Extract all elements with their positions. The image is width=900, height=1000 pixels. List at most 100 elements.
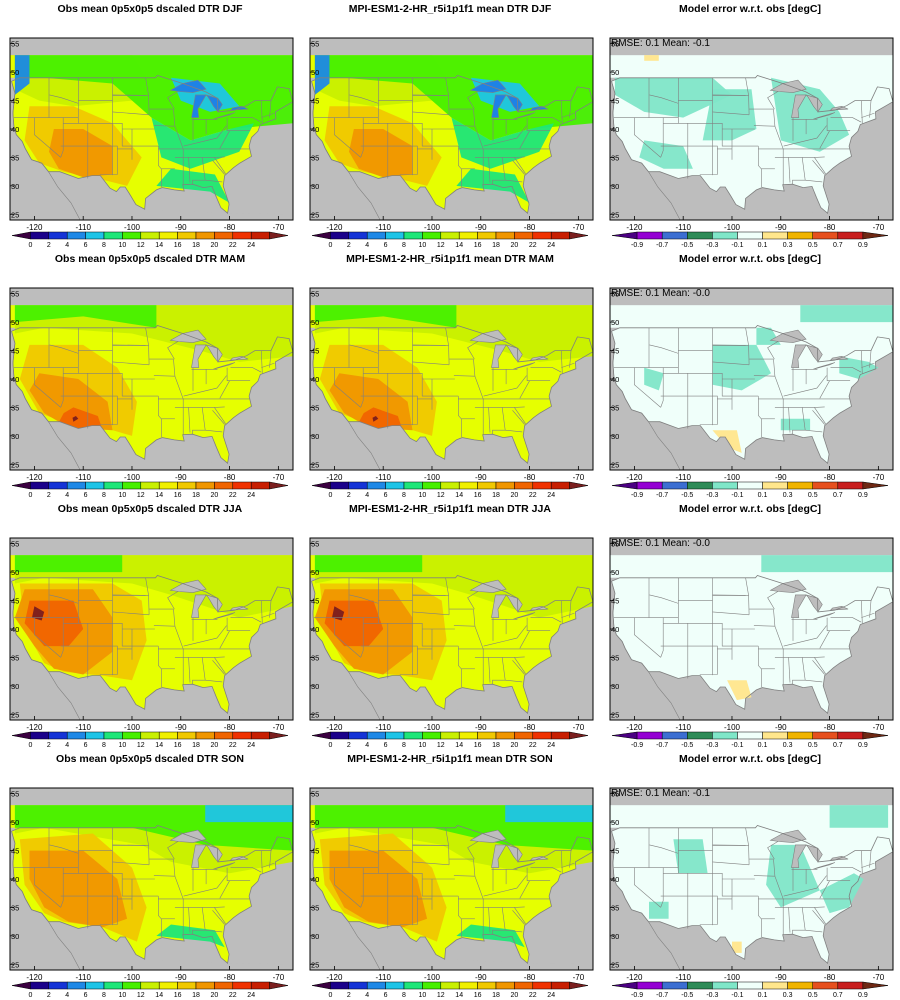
lat-tick-label: 25 (311, 210, 319, 219)
colorbar-segment (787, 731, 813, 740)
colorbar-label: 20 (511, 992, 519, 999)
state-border (805, 679, 823, 683)
colorbar-label: 10 (119, 242, 127, 249)
lon-tick-label: -80 (824, 223, 836, 232)
state-border (861, 362, 875, 368)
colorbar-label: 14 (155, 492, 163, 499)
lat-tick-label: 45 (611, 347, 619, 356)
state-border (167, 591, 178, 610)
field-region (727, 680, 752, 701)
state-border (812, 160, 825, 175)
colorbar-label: 12 (437, 742, 445, 749)
colorbar-label: -0.9 (631, 992, 643, 999)
state-border (773, 359, 784, 435)
field-region (358, 407, 403, 431)
colorbar-segment (66, 981, 86, 990)
state-border (649, 94, 679, 104)
state-border (467, 591, 478, 610)
state-border (660, 645, 732, 650)
mexico-nodata (10, 921, 293, 970)
lat-tick-label: 45 (11, 97, 19, 106)
colorbar-label: 22 (529, 242, 537, 249)
mexico-nodata (610, 171, 893, 220)
state-border (349, 344, 379, 354)
colorbar-high-arrow (569, 731, 589, 740)
lon-tick-label: -100 (124, 473, 141, 482)
colorbar-segment (514, 981, 534, 990)
state-border (526, 867, 551, 881)
state-border (212, 160, 225, 175)
lat-tick-label: 35 (311, 153, 319, 162)
colorbar-label: 0 (328, 492, 332, 499)
lat-tick-label: 25 (611, 210, 619, 219)
state-border (788, 907, 791, 933)
state-border (261, 612, 275, 618)
state-border (334, 617, 361, 658)
state-border (378, 373, 459, 397)
colorbar-segment (103, 981, 123, 990)
state-border (473, 109, 484, 185)
state-border (399, 148, 418, 175)
lat-tick-label: 55 (611, 290, 619, 299)
colorbar-segment (195, 981, 215, 990)
colorbar-segment (422, 731, 442, 740)
field-region (29, 850, 128, 928)
colorbar-label: 20 (511, 742, 519, 749)
colorbar-segment (30, 231, 50, 240)
field-region (14, 55, 293, 141)
state-border (173, 859, 184, 935)
lat-tick-label: 35 (311, 903, 319, 912)
lon-tick-label: -90 (775, 973, 787, 982)
lon-tick-label: -100 (124, 223, 141, 232)
lat-tick-label: 25 (311, 460, 319, 469)
state-border (458, 646, 462, 669)
colorbar-segment (712, 231, 738, 240)
state-border (514, 157, 526, 175)
colorbar-label: 14 (455, 742, 463, 749)
state-border (561, 350, 563, 374)
colorbar-label: 22 (229, 492, 237, 499)
lat-tick-label: 30 (11, 682, 19, 691)
great-lake (491, 344, 507, 368)
colorbar-segment (495, 481, 515, 490)
state-border (712, 611, 750, 616)
great-lake (512, 362, 536, 370)
colorbar-segment (661, 981, 688, 990)
state-border (805, 179, 823, 183)
state-border (212, 910, 225, 925)
colorbar-segment (214, 231, 234, 240)
field-region (732, 941, 742, 953)
colorbar-segment (661, 731, 688, 740)
state-border (214, 407, 226, 425)
colorbar-segment (812, 981, 839, 990)
field-region (314, 305, 457, 328)
lat-tick-label: 30 (611, 932, 619, 941)
colorbar-label: 24 (547, 242, 555, 249)
lat-tick-label: 45 (11, 847, 19, 856)
colorbar-label: 20 (211, 742, 219, 749)
state-border (519, 130, 530, 149)
field-region (819, 873, 864, 914)
state-border (483, 125, 527, 147)
lon-tick-label: -90 (175, 473, 187, 482)
colorbar-low-arrow (11, 731, 31, 740)
colorbar-label: -0.5 (681, 492, 693, 499)
state-border (167, 841, 178, 860)
colorbar-label: 20 (211, 492, 219, 499)
lat-tick-label: 50 (611, 68, 619, 77)
colorbar-segment (458, 731, 478, 740)
lon-tick-label: -110 (75, 473, 91, 482)
lat-tick-label: 35 (611, 653, 619, 662)
state-border (214, 907, 226, 925)
state-border (261, 862, 275, 868)
state-border (412, 611, 450, 616)
lat-tick-label: 25 (611, 460, 619, 469)
state-border (530, 867, 562, 873)
mexico-nodata (310, 171, 593, 220)
field-region (156, 168, 230, 203)
lon-tick-label: -80 (224, 223, 236, 232)
state-border (526, 117, 551, 131)
